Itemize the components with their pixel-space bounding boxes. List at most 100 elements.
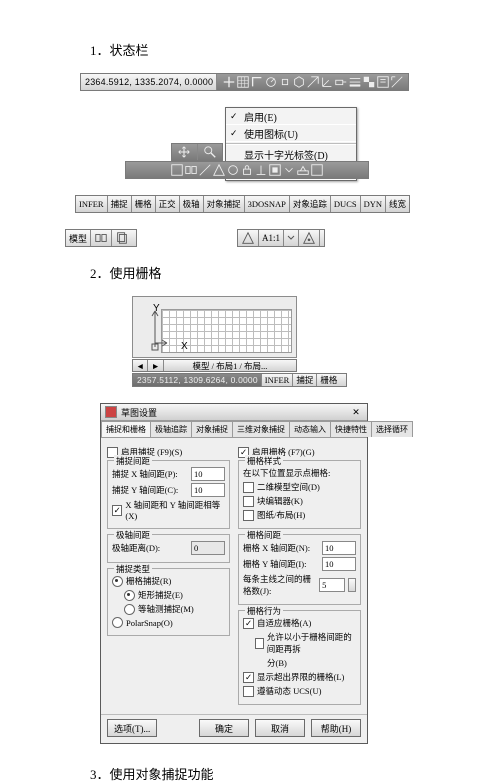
follow-ucs-checkbox[interactable]	[243, 686, 254, 697]
dialog-button-bar: 选项(T)... 确定 取消 帮助(H)	[101, 714, 367, 743]
tab-polar[interactable]: 极轴追踪	[150, 421, 192, 437]
sb2-otrack[interactable]: 对象追踪	[290, 196, 331, 212]
app-icon	[105, 406, 117, 418]
statusbar-1-icons	[217, 74, 408, 90]
ws-icon[interactable]	[226, 163, 240, 177]
anno-icon[interactable]	[238, 230, 259, 246]
lineweight-icon[interactable]	[348, 75, 362, 89]
rect-snap-radio[interactable]	[124, 590, 135, 601]
sb2-polar[interactable]: 极轴	[180, 196, 204, 212]
zoom-icon[interactable]	[198, 144, 223, 160]
sb2-3dosnap[interactable]: 3DOSNAP	[245, 196, 290, 212]
qview-icon[interactable]	[184, 163, 198, 177]
ok-button[interactable]: 确定	[199, 719, 249, 737]
nav-toolbar	[171, 143, 223, 161]
coord-readout: 2364.5912, 1335.2074, 0.0000	[81, 74, 217, 90]
menu-item-enable[interactable]: ✓启用(E)	[226, 108, 356, 125]
tab-osnap[interactable]: 对象捕捉	[191, 421, 233, 437]
sb2-lwt[interactable]: 线宽	[386, 196, 410, 212]
tab-dyn[interactable]: 动态输入	[289, 421, 331, 437]
polar-snap-radio[interactable]	[112, 617, 123, 628]
3dosnap-icon[interactable]	[292, 75, 306, 89]
heading-1: 1．状态栏	[90, 40, 430, 59]
osnap-icon[interactable]	[278, 75, 292, 89]
snap-x-label: 捕捉 X 轴间距(P):	[112, 468, 178, 480]
ducs-icon[interactable]	[320, 75, 334, 89]
adaptive-checkbox[interactable]	[243, 618, 254, 629]
sb2-dyn[interactable]: DYN	[361, 196, 386, 212]
dyn-icon[interactable]	[334, 75, 348, 89]
grid-snap-radio[interactable]	[112, 576, 123, 587]
grid-sb-snap[interactable]: 捕捉	[293, 374, 317, 386]
tabs-label[interactable]: 模型 / 布局1 / 布局...	[164, 360, 296, 371]
dialog-title: 草图设置	[121, 406, 157, 419]
polar-dist-input[interactable]: 0	[191, 541, 225, 555]
plus-icon[interactable]	[222, 75, 236, 89]
tray-icon[interactable]	[296, 163, 310, 177]
options-button[interactable]: 选项(T)...	[107, 719, 157, 737]
tab-nav-left-icon[interactable]: ◄	[133, 360, 148, 371]
style-hint-label: 在以下位置显示点栅格:	[243, 467, 330, 479]
lock-icon[interactable]	[240, 163, 254, 177]
cancel-button[interactable]: 取消	[255, 719, 305, 737]
grid-sb-infer[interactable]: INFER	[262, 374, 294, 386]
snap-y-input[interactable]: 10	[191, 483, 225, 497]
sb2-ducs[interactable]: DUCS	[331, 196, 361, 212]
group-grid-behavior: 栅格行为 自适应栅格(A) 允许以小于栅格间距的间距再拆 分(B) 显示超出界限…	[238, 610, 361, 705]
chevron-down-icon[interactable]	[284, 230, 299, 246]
isolate-icon[interactable]	[268, 163, 282, 177]
snap-x-input[interactable]: 10	[191, 467, 225, 481]
grid-x-input[interactable]: 10	[322, 541, 356, 555]
otrack-icon[interactable]	[306, 75, 320, 89]
group-snap-spacing: 捕捉间距 捕捉 X 轴间距(P):10 捕捉 Y 轴间距(C):10 X 轴间距…	[107, 460, 230, 529]
ortho-icon[interactable]	[250, 75, 264, 89]
model-icon[interactable]	[170, 163, 184, 177]
anno-auto-icon[interactable]	[320, 230, 325, 246]
help-button[interactable]: 帮助(H)	[311, 719, 361, 737]
polar-dist-label: 极轴距离(D):	[112, 542, 160, 554]
xy-equal-checkbox[interactable]	[112, 505, 122, 516]
beyond-checkbox[interactable]	[243, 672, 254, 683]
sb2-snap[interactable]: 捕捉	[108, 196, 132, 212]
hwaccel-icon[interactable]	[254, 163, 268, 177]
dialog-tabs: 捕捉和栅格 极轴追踪 对象捕捉 三维对象捕捉 动态输入 快捷特性 选择循环	[101, 421, 367, 438]
anno-scale-label[interactable]: A1:1	[259, 230, 284, 246]
spinner-icon[interactable]	[348, 578, 356, 592]
sb2-osnap[interactable]: 对象捕捉	[204, 196, 245, 212]
subdiv-checkbox[interactable]	[255, 638, 264, 649]
tab-cycle[interactable]: 选择循环	[371, 421, 413, 437]
grid-icon[interactable]	[236, 75, 250, 89]
sb2-ortho[interactable]: 正交	[156, 196, 180, 212]
tab-qp[interactable]: 快捷特性	[330, 421, 372, 437]
pan-icon[interactable]	[172, 144, 198, 160]
anno-vis-icon[interactable]	[299, 230, 320, 246]
tab-3dosnap[interactable]: 三维对象捕捉	[232, 421, 290, 437]
menu-item-use-icons[interactable]: ✓使用图标(U)	[226, 125, 356, 142]
close-icon[interactable]: ✕	[349, 407, 363, 418]
grid-statusrow: 2357.5112, 1309.6264, 0.0000 INFER 捕捉 栅格	[132, 373, 347, 387]
grid-sb-grid[interactable]: 栅格	[317, 374, 340, 386]
sb2-grid[interactable]: 栅格	[132, 196, 156, 212]
customize-icon[interactable]	[282, 163, 296, 177]
qv-drawings-icon[interactable]	[112, 230, 132, 246]
grid-x-label: 栅格 X 轴间距(N):	[243, 542, 310, 554]
style-paper-checkbox[interactable]	[243, 510, 254, 521]
menu-divider	[226, 143, 356, 145]
tab-nav-right-icon[interactable]: ►	[148, 360, 163, 371]
iso-snap-radio[interactable]	[124, 604, 135, 615]
transparency-icon[interactable]	[362, 75, 376, 89]
qv-layouts-icon[interactable]	[91, 230, 112, 246]
qp-icon[interactable]	[376, 75, 390, 89]
tab-snap-grid[interactable]: 捕捉和栅格	[101, 421, 151, 437]
scale-icon[interactable]	[198, 163, 212, 177]
clean-icon[interactable]	[310, 163, 324, 177]
style-block-checkbox[interactable]	[243, 496, 254, 507]
major-input[interactable]: 5	[319, 578, 345, 592]
polar-icon[interactable]	[264, 75, 278, 89]
annoscale-icon[interactable]	[212, 163, 226, 177]
sc-icon[interactable]	[390, 75, 404, 89]
model-tab[interactable]: 模型	[66, 230, 91, 246]
grid-y-input[interactable]: 10	[322, 557, 356, 571]
style-2d-checkbox[interactable]	[243, 482, 254, 493]
sb2-infer[interactable]: INFER	[76, 196, 108, 212]
